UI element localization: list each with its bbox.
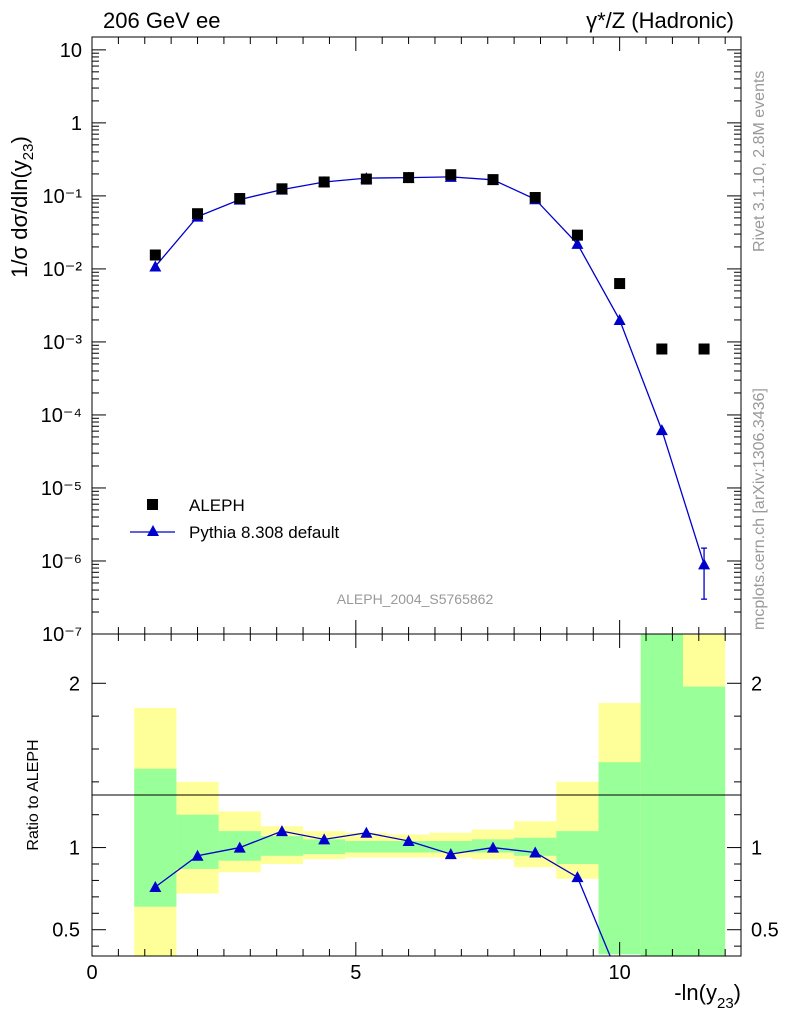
aleph-point — [149, 249, 161, 261]
pythia-ratio-point — [360, 826, 373, 838]
main-y-tick-label: 1 — [71, 113, 82, 135]
ratio-axis-ticks — [91, 634, 741, 956]
ratio-green-band — [387, 841, 430, 853]
pythia-ratio-point — [487, 841, 500, 853]
pythia-point — [698, 558, 711, 570]
watermark: ALEPH_2004_S5765862 — [337, 591, 494, 607]
aleph-point — [360, 173, 372, 185]
ratio-panel-frame — [91, 633, 742, 957]
ratio-green-band — [556, 831, 599, 864]
ratio-series-layer — [149, 825, 611, 957]
main-y-tick-label: 10⁻⁷ — [42, 624, 82, 646]
pythia-point — [655, 424, 668, 436]
pythia-ratio-line — [154, 830, 611, 957]
aleph-point — [614, 278, 626, 290]
legend-aleph-label: ALEPH — [189, 496, 245, 515]
pythia-point — [149, 260, 162, 272]
main-y-tick-label: 10⁻⁶ — [41, 551, 82, 573]
ratio-green-band — [303, 839, 346, 855]
ratio-y-tick-label-left: 2 — [69, 673, 80, 695]
header-left: 206 GeV ee — [103, 8, 220, 33]
ratio-green-band — [429, 841, 472, 853]
main-y-tick-label: 10⁻¹ — [43, 186, 83, 208]
rivet-label: Rivet 3.1.10, 2.8M events — [751, 71, 768, 252]
main-y-tick-label: 10⁻³ — [43, 332, 83, 354]
aleph-point — [276, 183, 288, 195]
pythia-ratio-point — [529, 846, 542, 858]
main-y-axis-title: 1/σ dσ/dln(y23) — [7, 136, 37, 278]
ratio-y-tick-label-right: 2 — [751, 673, 762, 695]
aleph-point — [234, 193, 246, 205]
pythia-ratio-point — [571, 871, 584, 883]
ratio-green-band — [345, 841, 388, 853]
ratio-tick-labels: 2 2 1 1 0.5 0.5 0 5 10 — [52, 673, 779, 984]
ratio-y-tick-label-right: 1 — [751, 838, 762, 860]
ratio-green-band — [260, 836, 304, 856]
header-right: γ*/Z (Hadronic) — [586, 8, 734, 33]
aleph-point — [192, 208, 204, 220]
x-tick-label: 5 — [350, 962, 361, 984]
legend-pythia-marker — [147, 525, 159, 536]
ratio-green-band — [598, 762, 641, 955]
main-y-tick-labels: 10 1 10⁻¹ 10⁻² 10⁻³ 10⁻⁴ 10⁻⁵ 10⁻⁶ 10⁻⁷ — [41, 40, 83, 646]
aleph-point — [487, 174, 499, 186]
ratio-green-band — [176, 814, 219, 869]
main-axis-ticks — [91, 37, 741, 635]
legend: ALEPH Pythia 8.308 default — [130, 496, 340, 542]
ratio-green-band — [682, 686, 726, 956]
main-y-tick-label: 10⁻⁴ — [41, 405, 82, 427]
main-series-layer — [149, 169, 711, 600]
pythia-series-line — [154, 176, 705, 565]
legend-aleph-marker — [147, 499, 158, 510]
aleph-point — [571, 229, 583, 241]
ratio-y-axis-title: Ratio to ALEPH — [25, 739, 42, 850]
pythia-ratio-point — [233, 841, 246, 853]
ratio-yellow-band — [556, 781, 599, 879]
aleph-point — [656, 343, 668, 355]
aleph-point — [698, 343, 710, 355]
aleph-point — [318, 176, 330, 188]
x-tick-label: 10 — [609, 962, 631, 984]
x-axis-title: -ln(y23) — [674, 980, 741, 1012]
x-tick-label: 0 — [86, 962, 97, 984]
main-y-tick-label: 10 — [60, 40, 82, 62]
main-y-tick-label: 10⁻² — [43, 259, 83, 281]
pythia-ratio-point — [318, 833, 331, 845]
legend-pythia-label: Pythia 8.308 default — [189, 523, 340, 542]
pythia-ratio-point — [275, 825, 288, 837]
ratio-y-tick-label-left: 0.5 — [52, 920, 80, 942]
pythia-ratio-point — [402, 835, 415, 846]
pythia-ratio-point — [149, 881, 162, 892]
aleph-point — [445, 169, 457, 181]
aleph-point — [529, 192, 541, 204]
pythia-point — [571, 237, 584, 249]
ratio-y-tick-label-left: 1 — [69, 838, 80, 860]
ratio-y-tick-label-right: 0.5 — [751, 920, 779, 942]
aleph-point — [403, 172, 415, 184]
pythia-ratio-point — [191, 849, 204, 861]
pythia-ratio-point — [444, 848, 457, 860]
main-panel-frame — [91, 36, 742, 635]
main-y-tick-label: 10⁻⁵ — [41, 478, 82, 500]
pythia-point — [613, 313, 626, 325]
mcplots-label: mcplots.cern.ch [arXiv:1306.3436] — [751, 388, 768, 630]
